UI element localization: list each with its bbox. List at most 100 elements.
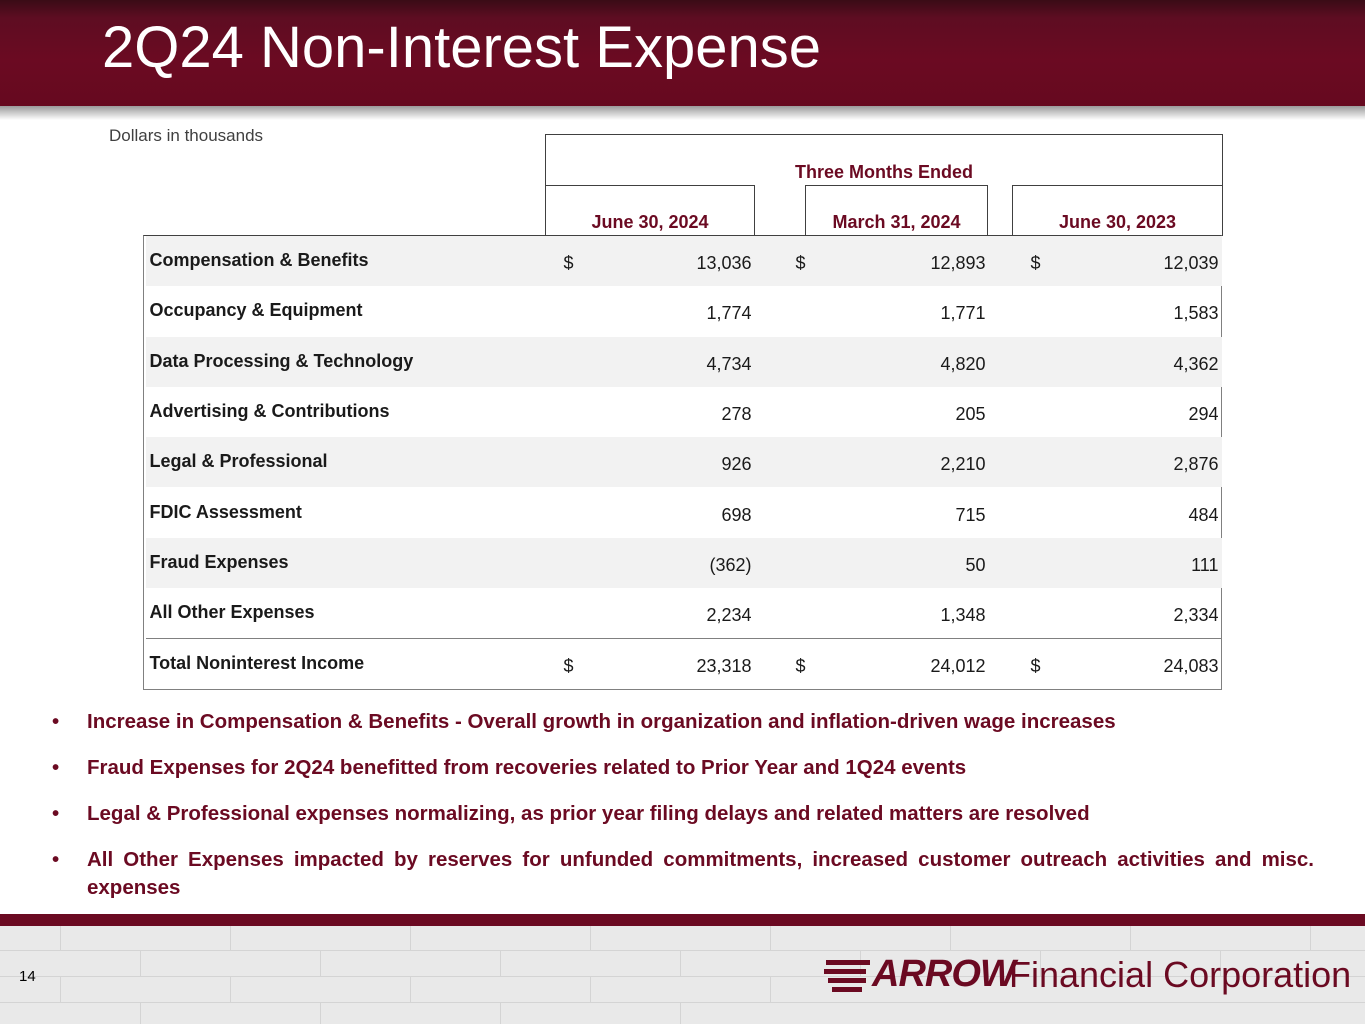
logo-brand: ARROW (872, 953, 1016, 995)
brick-joint (590, 926, 591, 950)
currency-symbol: $ (563, 656, 574, 677)
table-row: FDIC Assessment 698 715 484 (146, 488, 1222, 538)
cell-value: 1,348 (940, 605, 986, 626)
row-label: Occupancy & Equipment (149, 300, 363, 321)
arrow-mark-icon (824, 960, 870, 992)
brick-joint (320, 950, 321, 976)
cell-value: 12,893 (930, 253, 986, 273)
cell-value: 294 (1188, 403, 1219, 424)
bullet-text: Fraud Expenses for 2Q24 benefitted from … (87, 756, 967, 779)
brick-joint (590, 976, 591, 1002)
table-row: Advertising & Contributions 278 205 294 (146, 387, 1222, 437)
table-row: Fraud Expenses (362) 50 111 (145, 537, 1222, 589)
brick-joint (320, 1002, 321, 1024)
cell-value: 24,083 (1163, 656, 1219, 677)
brick-joint (410, 926, 411, 950)
group-header-box (545, 134, 1223, 185)
brick-joint (1220, 950, 1221, 976)
title-bar-shadow (0, 106, 1365, 120)
column-header-mar-2024: March 31, 2024 (832, 212, 961, 232)
page-number: 14 (19, 968, 36, 985)
column-box-jun-2024 (545, 185, 755, 236)
arrow-logo: ARROW Financial Corporation (824, 950, 1352, 998)
cell-value: 4,820 (940, 353, 986, 374)
cell-value: 205 (955, 403, 986, 424)
table-row: Occupancy & Equipment 1,774 1,771 1,583 (146, 286, 1222, 336)
currency-symbol: $ (563, 253, 574, 273)
bullet-item: • Increase in Compensation & Benefits - O… (52, 708, 1314, 736)
brick-joint (60, 976, 61, 1002)
brick-joint (500, 950, 501, 976)
units-note: Dollars in thousands (109, 126, 264, 145)
row-label: FDIC Assessment (149, 501, 302, 522)
brick-line (0, 976, 1365, 977)
bullet-text: Legal & Professional expenses normalizin… (87, 802, 1090, 825)
cell-value: (362) (709, 554, 752, 575)
currency-symbol: $ (1030, 253, 1041, 273)
brick-joint (60, 926, 61, 950)
cell-value: 23,318 (696, 656, 752, 677)
cell-value: 2,876 (1173, 454, 1219, 475)
total-row: Total Noninterest Income $23,318 $24,012 $2… (145, 638, 1222, 689)
brick-footer (0, 926, 1365, 1024)
footer-bar (0, 914, 1365, 926)
brick-joint (230, 976, 231, 1002)
brick-joint (770, 926, 771, 950)
cell-value: 4,362 (1173, 353, 1219, 374)
row-label: All Other Expenses (149, 602, 315, 623)
cell-value: 111 (1191, 554, 1219, 575)
brick-joint (1130, 926, 1131, 950)
table-row: Legal & Professional 926 2,210 2,876 (145, 437, 1222, 488)
cell-value: 2,210 (940, 454, 986, 475)
brick-joint (680, 1002, 681, 1024)
currency-symbol: $ (795, 253, 806, 273)
brick-joint (1040, 950, 1041, 976)
brick-joint (140, 1002, 141, 1024)
bullet-text: Increase in Compensation & Benefits - Ov… (87, 710, 1116, 733)
cell-value: 1,771 (940, 303, 986, 324)
brick-joint (1310, 926, 1311, 950)
cell-value: 926 (721, 454, 752, 475)
brick-line (0, 1002, 1365, 1003)
expense-table: Three Months Ended June 30, 2024 March 3… (143, 134, 1223, 690)
column-header-jun-2023: June 30, 2023 (1058, 212, 1177, 232)
table-body: Compensation & Benefits $13,036 $12,893 $12… (143, 235, 1222, 690)
cell-value: 4,734 (706, 353, 752, 374)
bullet-item: • Legal & Professional expenses normalizi… (52, 800, 1314, 828)
brick-joint (770, 976, 771, 1002)
cell-value: 12,039 (1163, 253, 1219, 273)
cell-value: 484 (1188, 504, 1219, 525)
brick-joint (500, 1002, 501, 1024)
bullet-text: All Other Expenses impacted by reserves … (87, 848, 1314, 899)
row-label: Legal & Professional (149, 451, 328, 472)
cell-value: 715 (955, 504, 986, 525)
column-box-jun-2023 (1012, 185, 1223, 236)
row-label: Data Processing & Technology (149, 350, 414, 371)
bullet-list: • Increase in Compensation & Benefits - O… (52, 708, 1314, 920)
brick-joint (230, 926, 231, 950)
brick-joint (950, 926, 951, 950)
brick-joint (410, 976, 411, 1002)
row-label: Fraud Expenses (149, 551, 289, 572)
cell-value: 1,774 (706, 303, 752, 324)
group-header: Three Months Ended (794, 162, 973, 182)
bullet-item: • All Other Expenses impacted by reserves… (52, 846, 1314, 902)
row-label: Total Noninterest Income (149, 653, 365, 674)
column-header-jun-2024: June 30, 2024 (591, 212, 709, 232)
table-row: Compensation & Benefits $13,036 $12,893 $12… (145, 236, 1222, 287)
cell-value: 278 (721, 403, 752, 424)
cell-value: 2,234 (706, 605, 752, 626)
brick-line (0, 950, 1365, 951)
slide-title: 2Q24 Non-Interest Expense (102, 15, 821, 80)
bullet-dot: • (52, 756, 60, 779)
cell-value: 698 (721, 504, 752, 525)
cell-value: 24,012 (930, 656, 986, 677)
brick-joint (140, 950, 141, 976)
row-label: Advertising & Contributions (149, 400, 390, 421)
bullet-item: • Fraud Expenses for 2Q24 benefitted from… (52, 754, 1314, 782)
cell-value: 50 (965, 554, 986, 575)
currency-symbol: $ (795, 656, 806, 677)
bullet-dot: • (52, 710, 60, 733)
cell-value: 2,334 (1173, 605, 1219, 626)
cell-value: 13,036 (696, 253, 752, 273)
